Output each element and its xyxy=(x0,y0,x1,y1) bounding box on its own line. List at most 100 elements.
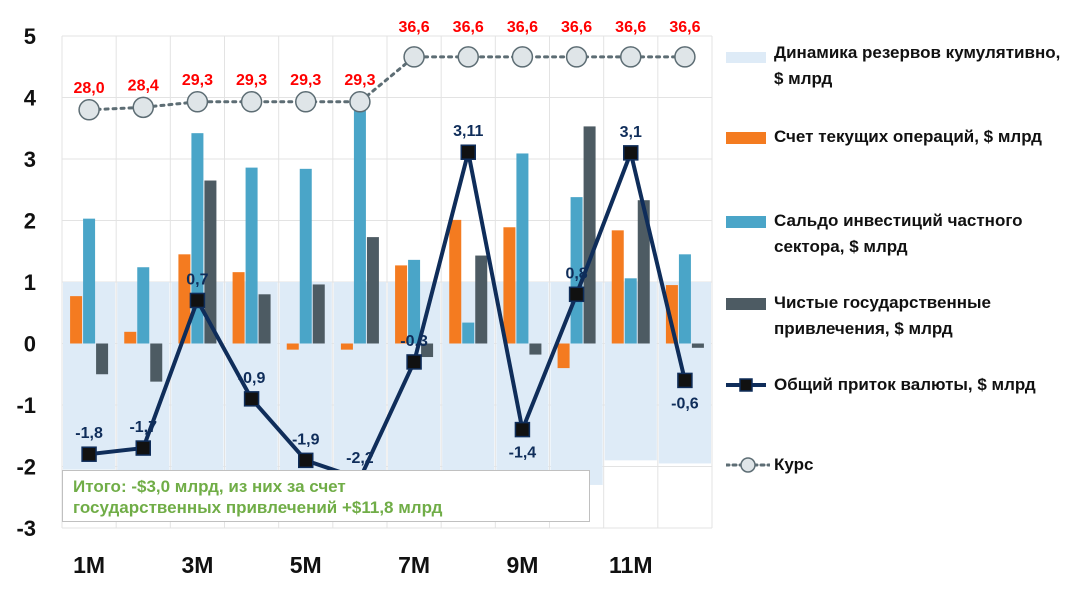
bar-current-account xyxy=(557,343,570,369)
legend-swatch-government-borrowing xyxy=(726,298,766,310)
x-tick-label: 3M xyxy=(181,552,213,578)
bar-current-account xyxy=(124,331,137,344)
x-tick-label: 1M xyxy=(73,552,105,578)
bar-government-borrowing xyxy=(691,343,704,348)
flow-data-label: -1,7 xyxy=(129,419,157,436)
y-tick-label: -3 xyxy=(16,516,36,541)
legend-label-government-borrowing: Чистые государственные привлечения, $ мл… xyxy=(774,293,991,338)
rate-data-label: 29,3 xyxy=(344,72,375,89)
bar-private-investment xyxy=(191,133,204,344)
legend-label-reserves: Динамика резервов кумулятивно, $ млрд xyxy=(774,43,1061,88)
bar-current-account xyxy=(70,296,83,344)
y-tick-label: -1 xyxy=(16,393,36,418)
flow-data-label: -0,6 xyxy=(671,395,699,412)
rate-point xyxy=(132,96,154,119)
summary-note-line1: Итого: -$3,0 млрд, из них за счет xyxy=(73,477,346,496)
bar-private-investment xyxy=(137,267,150,344)
rate-data-label: 29,3 xyxy=(290,72,321,89)
flow-point xyxy=(677,372,693,389)
bar-government-borrowing xyxy=(475,255,488,344)
flow-point xyxy=(135,440,151,456)
y-tick-label: 0 xyxy=(24,332,36,357)
flow-data-label: -0,9 xyxy=(238,370,266,387)
rate-data-label: 29,3 xyxy=(182,72,213,89)
x-tick-label: 7M xyxy=(398,552,430,578)
bar-current-account xyxy=(286,343,299,350)
grid xyxy=(61,35,713,529)
series-exchange-rate-line: 28,0 28,4 29,3 29,3 29,3 29,3 36,6 36,6 36,6 36,6… xyxy=(74,19,701,121)
legend-item-exchange-rate: Курс xyxy=(726,452,1071,478)
flow-point xyxy=(81,446,97,462)
flow-point xyxy=(568,286,585,303)
flow-point xyxy=(243,391,260,407)
x-tick-label: 11M xyxy=(609,552,652,578)
x-tick-label: 5M xyxy=(290,552,322,578)
legend-label-exchange-rate: Курс xyxy=(774,455,814,474)
bar-government-borrowing xyxy=(421,343,434,358)
legend-swatch-exchange-rate xyxy=(726,457,770,473)
bar-current-account xyxy=(503,227,516,344)
bar-current-account xyxy=(665,285,678,344)
bar-current-account xyxy=(232,272,245,344)
rate-point xyxy=(620,46,642,68)
rate-point xyxy=(78,99,100,121)
flow-data-label: 3,11 xyxy=(453,123,483,140)
rate-data-label: 36,6 xyxy=(669,19,700,36)
bar-government-borrowing xyxy=(312,284,325,344)
flow-data-label: 3,1 xyxy=(620,124,642,141)
legend-item-government-borrowing: Чистые государственные привлечения, $ мл… xyxy=(726,290,1071,342)
bar-private-investment xyxy=(408,259,421,344)
flow-data-label: -1,9 xyxy=(292,431,320,448)
rate-point xyxy=(295,91,317,113)
flow-point xyxy=(623,145,639,161)
x-axis: 1M 3M 5M 7M 9M 11M xyxy=(73,552,652,578)
bar-current-account xyxy=(340,343,353,350)
rate-point xyxy=(674,46,696,68)
rate-point xyxy=(457,46,479,68)
rate-data-label: 28,0 xyxy=(74,80,105,97)
legend-item-reserves: Динамика резервов кумулятивно, $ млрд xyxy=(726,40,1071,92)
rate-point xyxy=(565,46,588,68)
legend-swatch-current-account xyxy=(726,132,766,144)
series-government-borrowing-bars xyxy=(96,126,704,382)
bar-government-borrowing xyxy=(96,343,109,375)
bar-government-borrowing xyxy=(529,343,542,355)
series-current-account-bars xyxy=(70,219,678,369)
flow-point xyxy=(298,452,314,469)
y-axis: -3 -2 -1 0 1 2 3 4 5 xyxy=(16,24,36,541)
rate-data-label: 36,6 xyxy=(453,19,484,36)
bar-government-borrowing xyxy=(204,180,217,344)
rate-point xyxy=(240,91,263,113)
flow-point xyxy=(406,354,422,370)
flow-point xyxy=(460,144,476,160)
rate-data-label: 36,6 xyxy=(507,19,538,36)
bar-current-account xyxy=(178,254,191,344)
legend: Динамика резервов кумулятивно, $ млрд Сч… xyxy=(726,40,1071,478)
bar-private-investment xyxy=(624,278,637,344)
flow-data-label: -1,8 xyxy=(75,425,103,442)
bar-current-account xyxy=(449,219,462,344)
summary-note-line2: государственных привлечений +$11,8 млрд xyxy=(73,498,443,517)
bar-government-borrowing xyxy=(583,126,596,344)
flow-data-label: -2,2 xyxy=(346,450,374,467)
x-tick-label: 9M xyxy=(506,552,538,578)
summary-note: Итого: -$3,0 млрд, из них за счет госуда… xyxy=(62,470,590,522)
rate-data-label: 36,6 xyxy=(615,19,646,36)
legend-item-private-investment: Сальдо инвестиций частного сектора, $ мл… xyxy=(726,208,1071,260)
bar-government-borrowing xyxy=(637,200,650,344)
bar-private-investment xyxy=(516,153,529,344)
legend-label-total-inflow: Общий приток валюты, $ млрд xyxy=(774,375,1036,394)
legend-label-current-account: Счет текущих операций, $ млрд xyxy=(774,127,1042,146)
bar-private-investment xyxy=(83,218,96,344)
y-tick-label: 5 xyxy=(24,24,36,49)
flow-point xyxy=(514,421,531,438)
flow-data-label: -1,4 xyxy=(509,445,537,462)
legend-swatch-private-investment xyxy=(726,216,766,228)
y-tick-label: 1 xyxy=(24,270,36,295)
bar-private-investment xyxy=(353,106,366,344)
y-tick-label: 3 xyxy=(24,147,36,172)
y-tick-label: 2 xyxy=(24,209,36,234)
legend-item-current-account: Счет текущих операций, $ млрд xyxy=(726,124,1071,176)
y-tick-label: -2 xyxy=(16,455,36,480)
flow-data-label: 0,8 xyxy=(565,265,587,282)
